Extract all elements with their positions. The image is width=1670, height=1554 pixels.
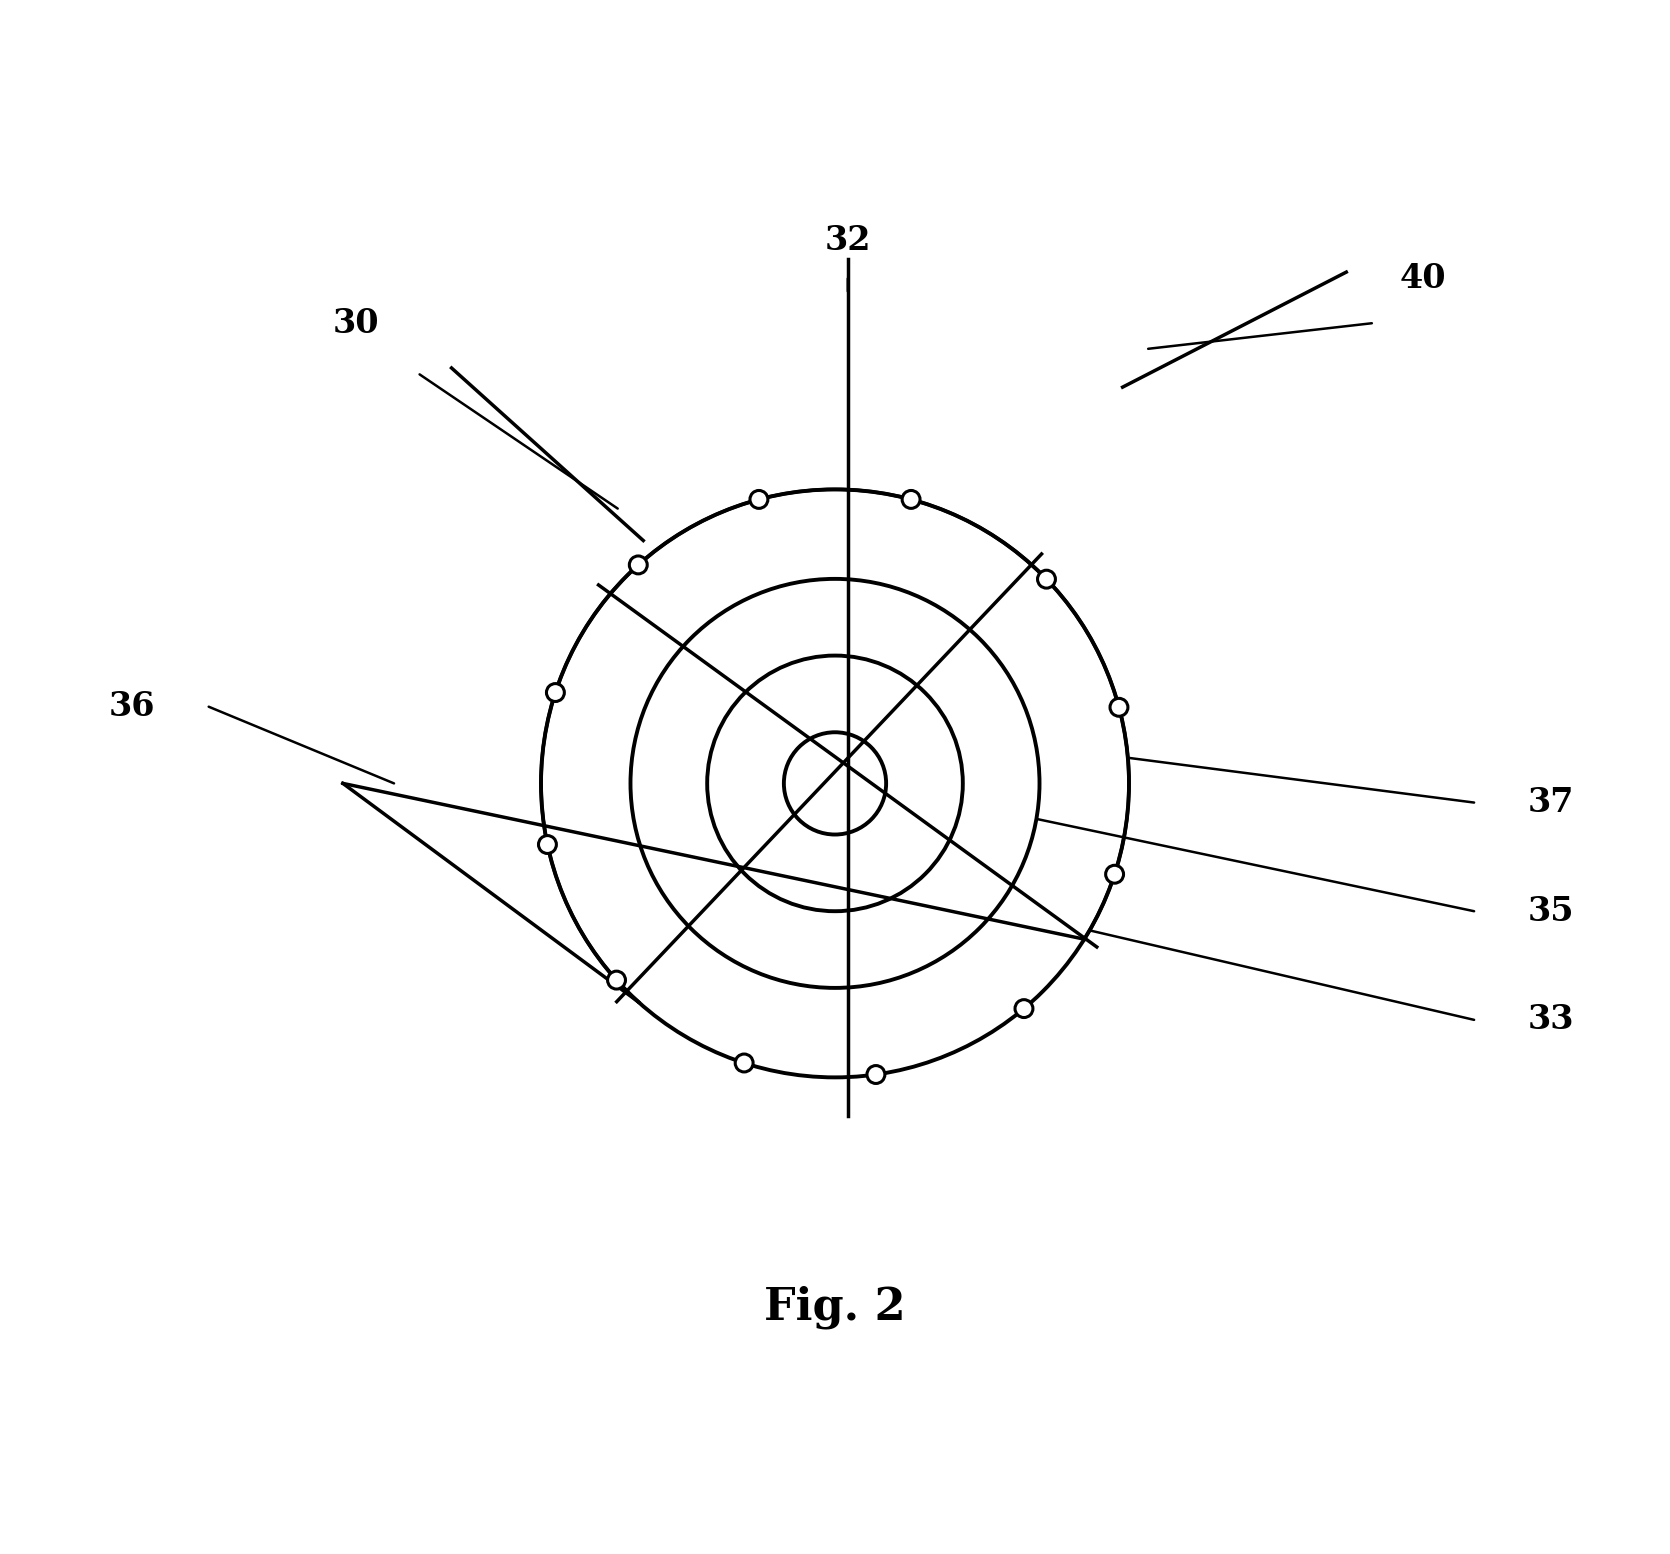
Circle shape	[1015, 999, 1034, 1018]
Circle shape	[735, 1054, 753, 1072]
Circle shape	[630, 556, 648, 573]
Circle shape	[608, 971, 626, 988]
Text: 33: 33	[1528, 1004, 1575, 1037]
Circle shape	[538, 836, 556, 853]
Text: 35: 35	[1528, 895, 1575, 928]
Text: 30: 30	[332, 306, 379, 340]
Circle shape	[1111, 698, 1127, 716]
Circle shape	[1106, 866, 1124, 883]
Text: 40: 40	[1399, 263, 1446, 295]
Text: 37: 37	[1528, 786, 1575, 819]
Circle shape	[1037, 570, 1055, 587]
Circle shape	[902, 491, 920, 508]
Circle shape	[867, 1066, 885, 1083]
Circle shape	[546, 684, 564, 701]
Text: Fig. 2: Fig. 2	[765, 1285, 905, 1329]
Circle shape	[750, 491, 768, 508]
Text: 36: 36	[109, 690, 155, 723]
Text: 32: 32	[825, 224, 872, 256]
